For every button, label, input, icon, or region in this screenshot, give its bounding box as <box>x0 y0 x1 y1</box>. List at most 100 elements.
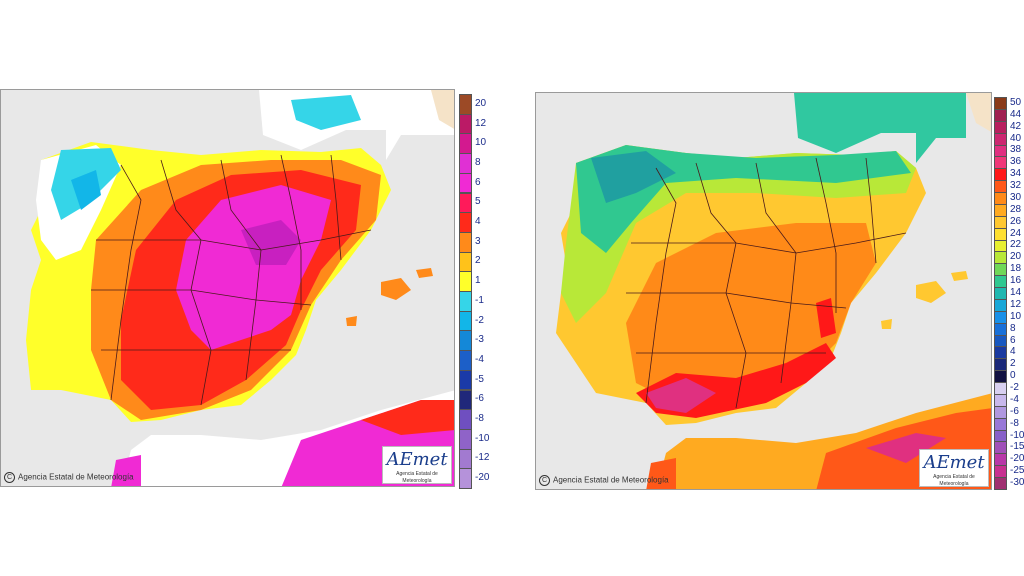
province-borders <box>91 154 372 406</box>
legend-label: 40 <box>1010 132 1022 144</box>
legend-label: -30 <box>1010 477 1024 489</box>
legend-label: -25 <box>1010 465 1024 477</box>
legend-label: -20 <box>475 472 490 484</box>
legend-label: 1 <box>475 275 481 287</box>
extreme-area <box>241 220 301 265</box>
legend-label: 26 <box>1010 215 1022 227</box>
credit-text: C Agencia Estatal de Meteorología <box>4 472 134 483</box>
legend-label: 16 <box>1010 275 1022 287</box>
aemet-logo: AEmet Agencia Estatal de Meteorología <box>919 449 989 487</box>
legend-label: 22 <box>1010 239 1022 251</box>
anomaly-map-graphic <box>26 90 454 486</box>
legend-swatch <box>459 291 472 312</box>
legend-swatch <box>459 212 472 233</box>
legend-label: 44 <box>1010 108 1022 120</box>
legend-swatch <box>459 369 472 391</box>
legend-swatch <box>459 389 472 411</box>
legend-label: 10 <box>475 137 487 149</box>
legend-label: 18 <box>1010 263 1022 275</box>
legend-label: 36 <box>1010 156 1022 168</box>
very-hot-area <box>176 185 331 350</box>
balearic-islands <box>381 278 411 300</box>
legend-label: -1 <box>475 294 484 306</box>
legend-label: 28 <box>1010 203 1022 215</box>
legend-label: -6 <box>1010 405 1019 417</box>
legend-label: 20 <box>475 97 487 109</box>
legend-swatch <box>459 192 472 214</box>
legend-label: 4 <box>475 216 481 228</box>
legend-label: 20 <box>1010 251 1022 263</box>
province-borders <box>626 157 907 409</box>
legend-label: 12 <box>475 117 487 129</box>
legend-label: 2 <box>1010 358 1016 370</box>
legend-swatch <box>994 477 1007 490</box>
legend-swatch <box>459 153 472 174</box>
legend-swatch <box>459 133 472 155</box>
legend-label: 24 <box>1010 227 1022 239</box>
legend-label: 8 <box>475 156 481 168</box>
legend-label: -12 <box>475 452 490 464</box>
italy-land <box>966 93 991 132</box>
legend-swatch <box>459 330 472 352</box>
legend-label: 30 <box>1010 191 1022 203</box>
legend-label: -8 <box>475 413 484 425</box>
france-temperature <box>794 93 966 163</box>
legend-swatch <box>459 251 472 273</box>
temperature-anomaly-map: C Agencia Estatal de Meteorología AEmet A… <box>0 89 455 487</box>
legend-label: 2 <box>475 255 481 267</box>
legend-swatch <box>459 271 472 292</box>
legend-swatch <box>459 94 472 115</box>
legend-swatch <box>459 468 472 489</box>
legend-label: 34 <box>1010 168 1022 180</box>
legend-label: -10 <box>1010 429 1024 441</box>
northwest-cold <box>71 170 101 210</box>
france-cool-area <box>291 95 361 130</box>
legend-label: 3 <box>475 235 481 247</box>
legend-label: -3 <box>475 334 484 346</box>
legend-label: 12 <box>1010 298 1022 310</box>
ibiza <box>346 316 357 326</box>
legend-label: 6 <box>475 176 481 188</box>
credit-text: C Agencia Estatal de Meteorología <box>539 475 669 486</box>
temperature-map: C Agencia Estatal de Meteorología AEmet A… <box>535 92 992 490</box>
legend-label: -20 <box>1010 453 1024 465</box>
legend-swatch <box>459 172 472 194</box>
legend-label: 0 <box>1010 370 1016 382</box>
legend-label: -2 <box>1010 382 1019 394</box>
legend-label: 38 <box>1010 144 1022 156</box>
northwest-coolest <box>591 151 676 203</box>
legend-swatch <box>459 428 472 450</box>
legend-label: -4 <box>1010 393 1019 405</box>
menorca <box>416 268 433 278</box>
valencia-hot <box>816 298 836 338</box>
legend-label: -10 <box>475 432 490 444</box>
morocco-hot <box>111 455 141 486</box>
anomaly-legend: 20 12 10 8 6 5 4 3 2 1 -1 -2 -3 -4 -5 -6 -8 -10 -12 -20 <box>459 94 490 489</box>
legend-label: -8 <box>1010 417 1019 429</box>
legend-swatch <box>459 448 472 470</box>
temperature-legend: 50 44 42 40 38 36 34 32 30 28 26 24 22 20 18 16 14 12 10 8 6… <box>994 96 1024 490</box>
guadalquivir-extreme <box>646 378 716 413</box>
legend-swatch <box>459 350 472 371</box>
legend-label: -6 <box>475 393 484 405</box>
aemet-logo: AEmet Agencia Estatal de Meteorología <box>382 446 452 484</box>
legend-label: 32 <box>1010 180 1022 192</box>
legend-label: -2 <box>475 314 484 326</box>
legend-label: -5 <box>475 373 484 385</box>
legend-swatch <box>459 310 472 332</box>
legend-label: 10 <box>1010 310 1022 322</box>
legend-label: 5 <box>475 196 481 208</box>
legend-label: 8 <box>1010 322 1016 334</box>
north-africa-red <box>361 400 454 435</box>
legend-swatch <box>459 231 472 253</box>
italy-land <box>431 90 454 129</box>
legend-swatch <box>459 409 472 430</box>
legend-label: -15 <box>1010 441 1024 453</box>
legend-label: -4 <box>475 353 484 365</box>
balearic-islands <box>916 281 946 303</box>
legend-swatch <box>459 113 472 135</box>
legend-label: 6 <box>1010 334 1016 346</box>
legend-label: 50 <box>1010 96 1022 108</box>
ibiza <box>881 319 892 329</box>
legend-label: 4 <box>1010 346 1016 358</box>
